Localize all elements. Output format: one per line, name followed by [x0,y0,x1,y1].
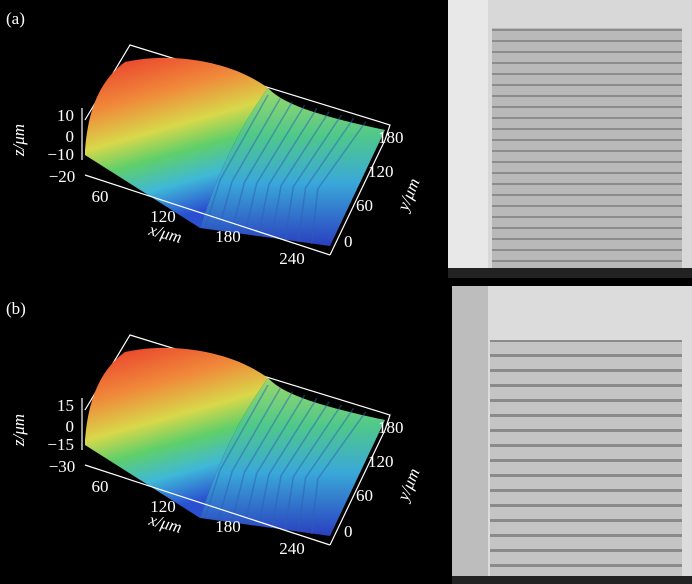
z-axis-label: z/μm [9,414,28,447]
y-tick-label: 180 [378,418,404,437]
sem-image-b [452,286,692,584]
panel-label: (b) [6,299,26,318]
z-tick-label: 15 [57,396,74,415]
x-tick-label: 60 [92,477,109,496]
y-tick-label: 180 [378,128,404,147]
y-tick-label: 0 [344,522,353,541]
y-tick-label: 0 [344,232,353,251]
y-axis-label: y/μm [393,466,424,506]
x-tick-label: 180 [215,517,241,536]
x-tick-label: 240 [279,249,305,268]
surface-plot: (b)150−15−3060120180240060120180z/μmx/μm… [6,299,424,558]
y-tick-label: 120 [368,452,394,471]
z-tick-label: 0 [66,127,75,146]
surface-plot: (a)100−10−2060120180240060120180z/μmx/μm… [6,9,424,268]
y-tick-label: 120 [368,162,394,181]
z-tick-label: 0 [66,417,75,436]
y-tick-label: 60 [356,196,373,215]
x-tick-label: −30 [49,457,76,476]
x-tick-label: −20 [49,167,76,186]
x-tick-label: 60 [92,187,109,206]
x-tick-label: 240 [279,539,305,558]
z-tick-label: −15 [47,435,74,454]
z-tick-label: 10 [57,106,74,125]
x-axis-label: x/μm [146,220,184,247]
y-axis-label: y/μm [393,176,424,216]
z-tick-label: −10 [47,145,74,164]
z-axis-label: z/μm [9,124,28,157]
y-tick-label: 60 [356,486,373,505]
sem-image-a [448,0,692,278]
x-tick-label: 180 [215,227,241,246]
x-axis-label: x/μm [146,510,184,537]
figure: (a)100−10−2060120180240060120180z/μmx/μm… [0,0,692,584]
panel-label: (a) [6,9,25,28]
